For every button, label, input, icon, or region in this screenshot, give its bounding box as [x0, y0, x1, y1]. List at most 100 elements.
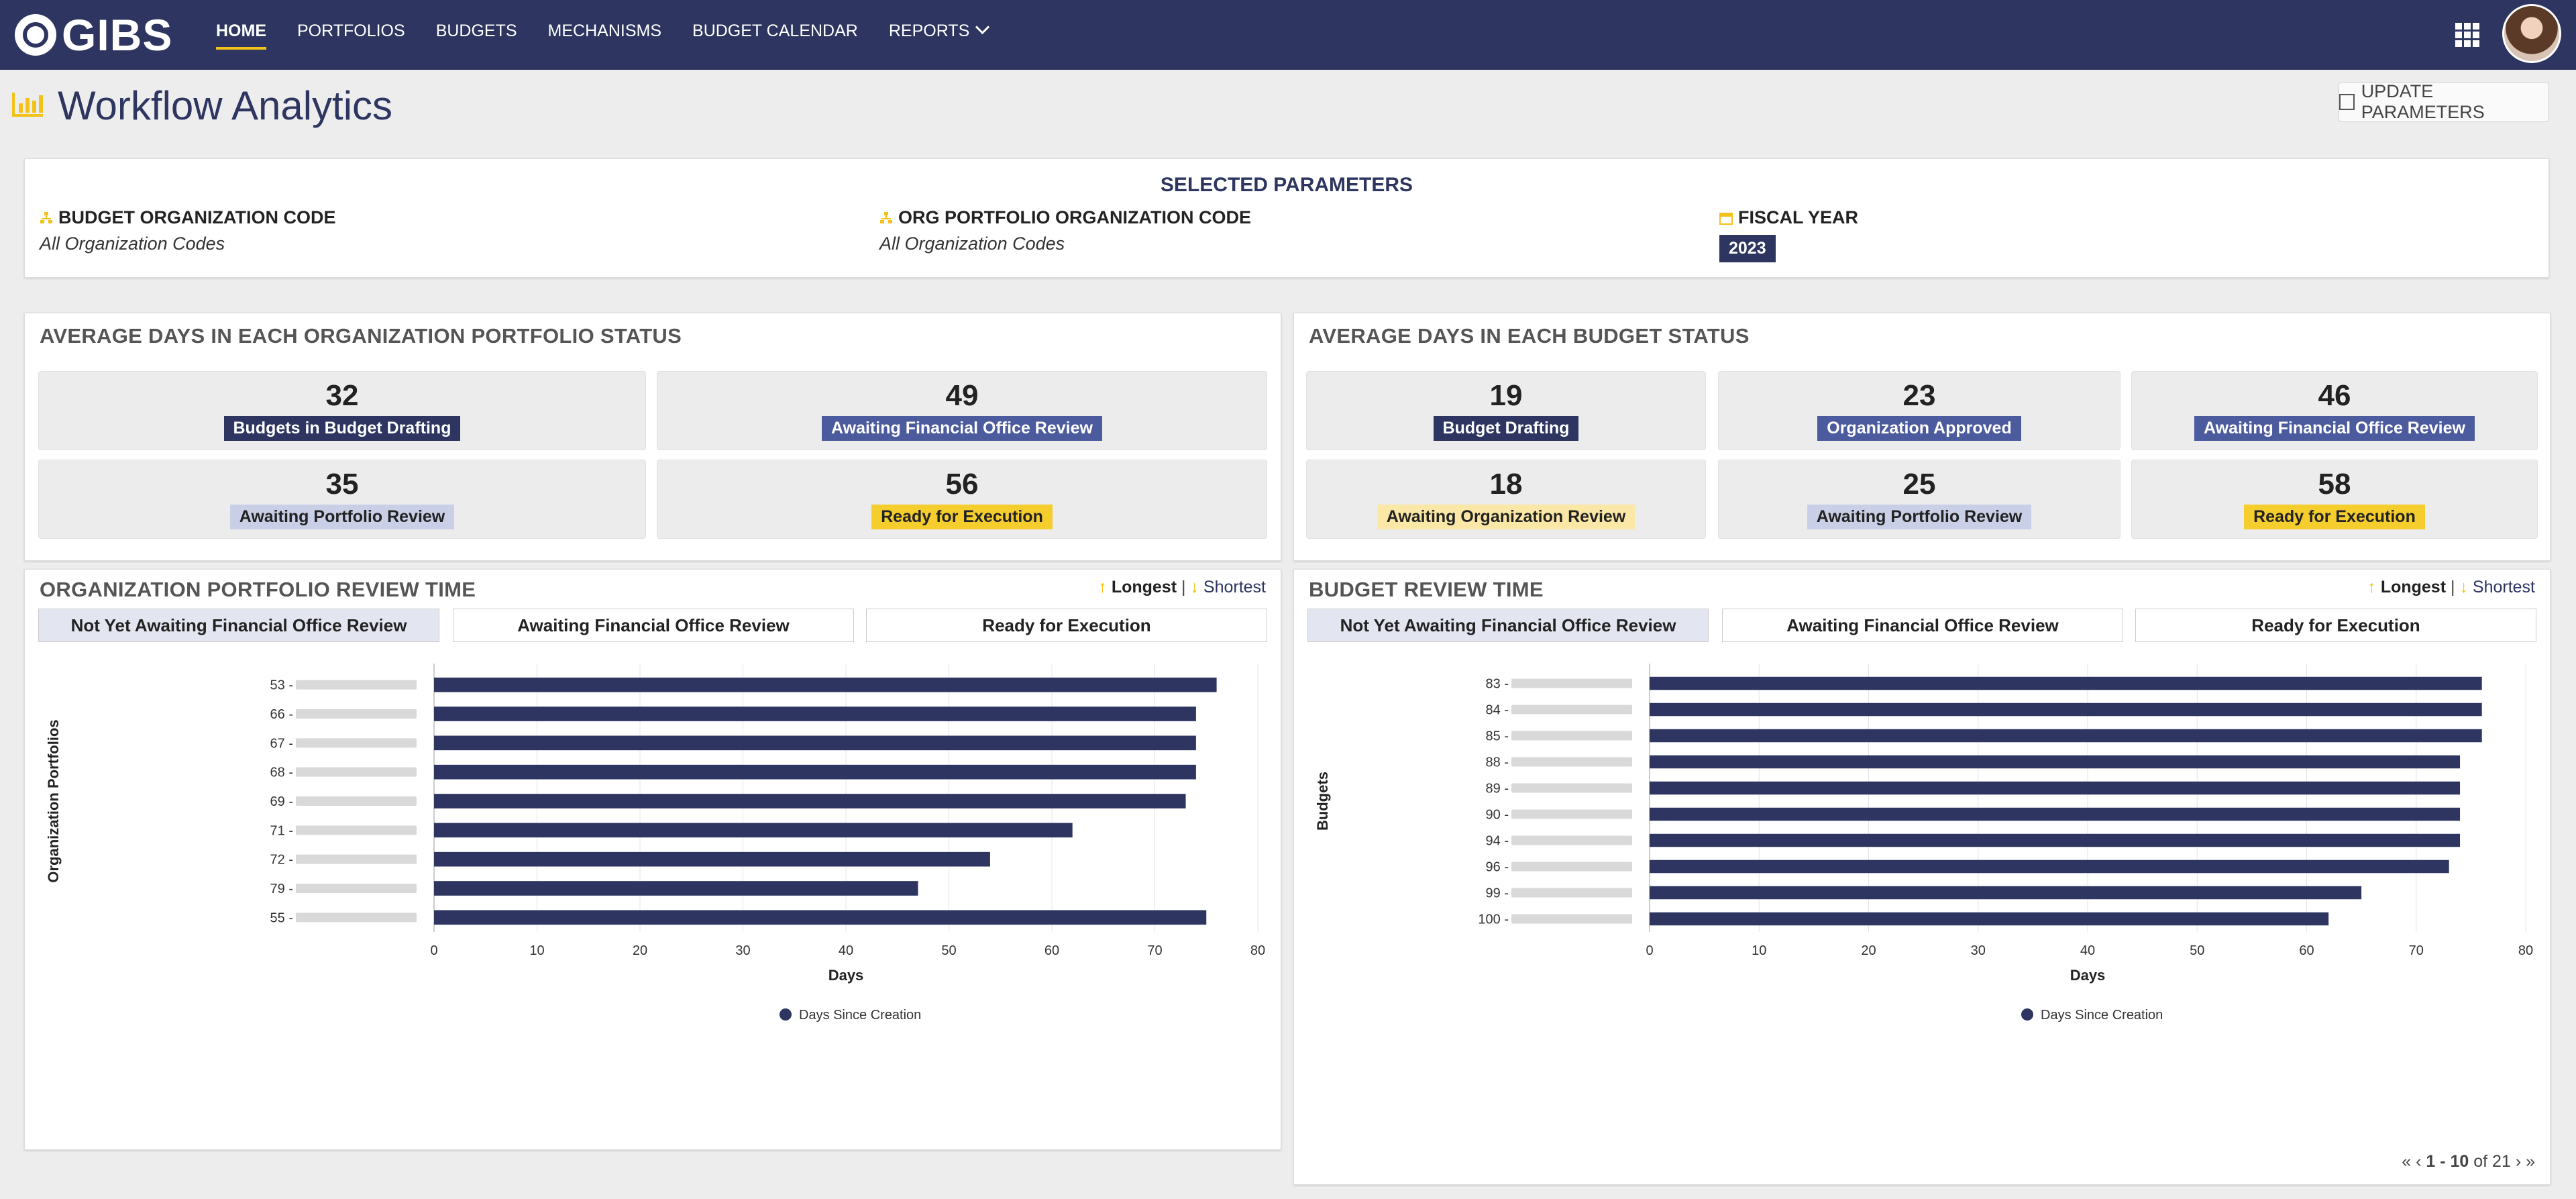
redacted-label — [296, 884, 417, 893]
fiscal-year-param: FISCAL YEAR 2023 — [1719, 207, 1858, 262]
nav-home[interactable]: HOME — [216, 0, 266, 70]
sort-controls: ↑ Longest | ↓ Shortest — [2367, 578, 2535, 597]
stat-value: 49 — [945, 379, 979, 412]
org-chart-icon — [40, 211, 52, 223]
bar — [434, 794, 1186, 809]
bar — [1650, 833, 2461, 847]
x-tick-label: 80 — [1250, 943, 1265, 958]
redacted-label — [296, 738, 417, 748]
nav-budget-calendar[interactable]: BUDGET CALENDAR — [692, 21, 858, 40]
prev-page-icon[interactable]: ‹ — [2416, 1152, 2422, 1171]
nav-mechanisms[interactable]: MECHANISMS — [547, 21, 662, 40]
redacted-label — [296, 709, 417, 719]
bar — [1650, 755, 2461, 769]
tab-ready-for-execution[interactable]: Ready for Execution — [2135, 609, 2536, 642]
redacted-label — [1511, 705, 1632, 715]
sort-longest-link[interactable]: Longest — [2380, 578, 2447, 596]
sort-separator: | — [1181, 578, 1186, 596]
stat-awaiting-financial-office: 46 Awaiting Financial Office Review — [2131, 371, 2538, 450]
bar — [434, 910, 1207, 925]
gibs-logo[interactable]: GIBS — [15, 10, 172, 60]
y-tick-label: 89 - — [1486, 782, 1509, 796]
stat-organization-approved: 23 Organization Approved — [1718, 371, 2121, 450]
y-tick-label: 84 - — [1486, 703, 1509, 718]
stat-value: 46 — [2318, 379, 2351, 412]
redacted-label — [296, 913, 417, 923]
sort-longest-link[interactable]: Longest — [1111, 578, 1177, 596]
tab-not-yet-awaiting[interactable]: Not Yet Awaiting Financial Office Review — [1307, 609, 1709, 642]
stat-value: 35 — [325, 468, 359, 501]
top-navbar: GIBS HOME PORTFOLIOS BUDGETS MECHANISMS … — [0, 0, 2576, 70]
nav-budgets[interactable]: BUDGETS — [435, 21, 517, 40]
next-page-icon[interactable]: › — [2515, 1152, 2522, 1171]
first-page-icon[interactable]: « — [2402, 1152, 2412, 1171]
fiscal-year-label: FISCAL YEAR — [1738, 207, 1859, 227]
stat-value: 19 — [1489, 379, 1523, 412]
status-badge: Awaiting Portfolio Review — [1807, 505, 2032, 529]
tab-awaiting-financial-office[interactable]: Awaiting Financial Office Review — [453, 609, 854, 642]
update-parameters-label: UPDATE PARAMETERS — [2361, 81, 2485, 122]
stat-value: 23 — [1902, 379, 1936, 412]
grid-icon[interactable] — [2455, 23, 2479, 47]
tab-ready-for-execution[interactable]: Ready for Execution — [866, 609, 1267, 642]
tab-not-yet-awaiting[interactable]: Not Yet Awaiting Financial Office Review — [38, 609, 439, 642]
x-tick-label: 50 — [2190, 943, 2204, 958]
x-axis-label: Days — [828, 967, 864, 984]
bar — [1650, 676, 2482, 690]
y-tick-label: 66 - — [270, 707, 293, 722]
x-tick-label: 20 — [1861, 943, 1876, 958]
stat-awaiting-organization-review: 18 Awaiting Organization Review — [1306, 460, 1706, 539]
sort-shortest-link[interactable]: Shortest — [2472, 578, 2535, 596]
y-tick-label: 79 - — [270, 882, 293, 896]
redacted-label — [1511, 888, 1632, 898]
redacted-label — [296, 825, 417, 835]
y-axis-label: Budgets — [1314, 772, 1331, 831]
status-badge: Ready for Execution — [2244, 505, 2425, 529]
sort-shortest-link[interactable]: Shortest — [1203, 578, 1266, 596]
calendar-icon — [1719, 212, 1733, 225]
x-tick-label: 40 — [839, 943, 853, 958]
redacted-label — [1511, 678, 1632, 688]
y-tick-label: 72 - — [270, 853, 293, 868]
bar — [434, 764, 1196, 780]
y-tick-label: 67 - — [270, 736, 293, 751]
last-page-icon[interactable]: » — [2526, 1152, 2535, 1171]
arrow-down-icon: ↓ — [2459, 578, 2468, 596]
x-axis-label: Days — [2070, 967, 2106, 984]
tab-awaiting-financial-office[interactable]: Awaiting Financial Office Review — [1722, 609, 2123, 642]
bar — [434, 707, 1196, 721]
status-badge: Awaiting Organization Review — [1377, 505, 1635, 529]
x-tick-label: 60 — [2299, 943, 2314, 958]
redacted-label — [1511, 783, 1632, 793]
stat-ready-for-execution: 56 Ready for Execution — [657, 460, 1267, 539]
x-tick-label: 10 — [1752, 943, 1766, 958]
portfolio-org-label: ORG PORTFOLIO ORGANIZATION CODE — [898, 207, 1251, 227]
user-avatar[interactable] — [2502, 4, 2561, 63]
edit-icon — [2339, 94, 2355, 110]
bar — [434, 823, 1073, 838]
page-range: 1 - 10 — [2426, 1152, 2469, 1171]
redacted-label — [296, 796, 417, 806]
bar — [1650, 859, 2449, 874]
portfolio-org-param: ORG PORTFOLIO ORGANIZATION CODE All Orga… — [879, 207, 1251, 254]
arrow-up-icon: ↑ — [2367, 578, 2376, 596]
y-tick-label: 85 - — [1486, 729, 1509, 744]
x-tick-label: 50 — [941, 943, 956, 958]
status-badge: Budget Drafting — [1433, 416, 1579, 441]
nav-portfolios[interactable]: PORTFOLIOS — [297, 21, 405, 40]
update-parameters-button[interactable]: UPDATE PARAMETERS — [2339, 81, 2549, 122]
x-tick-label: 30 — [735, 943, 750, 958]
x-tick-label: 0 — [1646, 943, 1653, 958]
y-tick-label: 99 - — [1486, 886, 1509, 901]
portfolio-status-card: AVERAGE DAYS IN EACH ORGANIZATION PORTFO… — [24, 313, 1281, 561]
nav-reports[interactable]: REPORTS — [889, 0, 990, 70]
stat-value: 32 — [325, 379, 359, 412]
bar — [1650, 807, 2461, 821]
portfolio-review-card: ORGANIZATION PORTFOLIO REVIEW TIME ↑ Lon… — [24, 569, 1281, 1150]
portfolio-review-title: ORGANIZATION PORTFOLIO REVIEW TIME — [40, 578, 476, 601]
x-tick-label: 20 — [633, 943, 647, 958]
budget-org-param: BUDGET ORGANIZATION CODE All Organizatio… — [40, 207, 336, 254]
stat-value: 58 — [2318, 468, 2351, 501]
sort-separator: | — [2450, 578, 2455, 596]
budget-review-title: BUDGET REVIEW TIME — [1309, 578, 1544, 601]
